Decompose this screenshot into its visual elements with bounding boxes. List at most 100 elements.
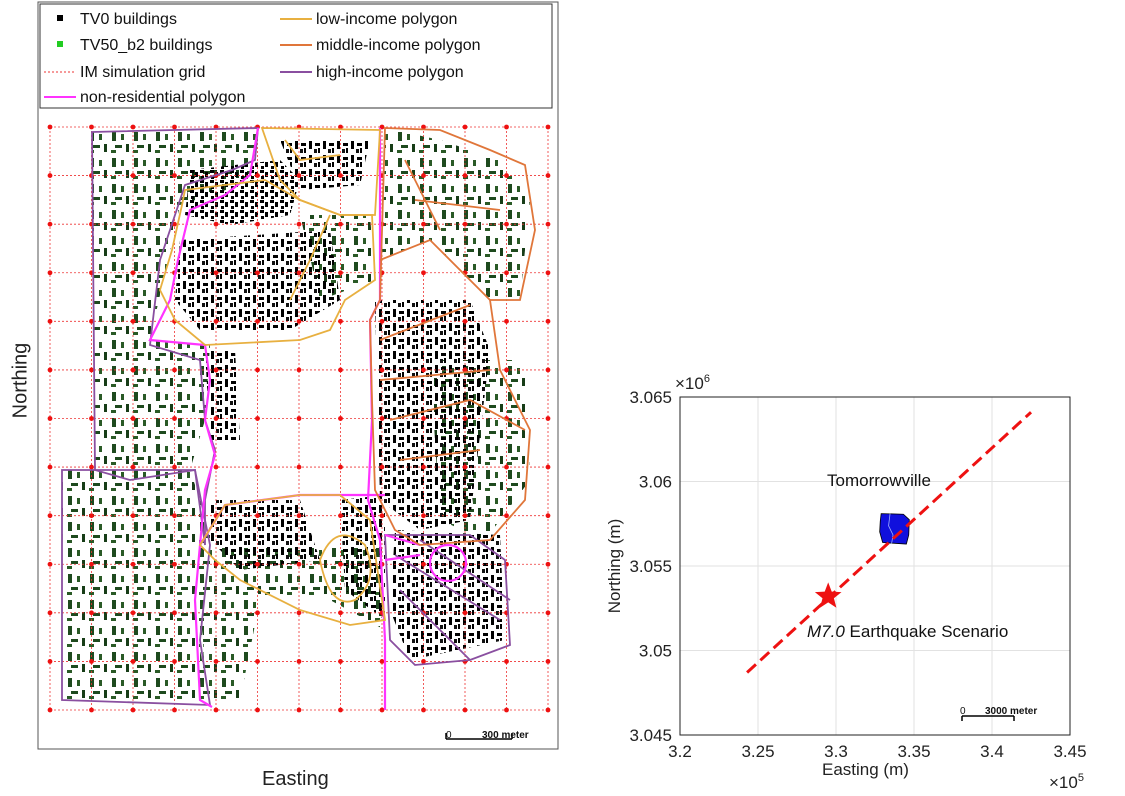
grid-point: [545, 707, 551, 713]
grid-point: [421, 513, 426, 519]
legend-tv50-label: TV50_b2 buildings: [80, 37, 213, 54]
grid-point: [47, 464, 53, 470]
grid-point: [545, 561, 551, 567]
grid-point: [338, 124, 343, 130]
grid-point: [255, 367, 260, 373]
grid-point: [47, 416, 53, 421]
grid-point: [296, 173, 302, 178]
grid-point: [172, 707, 177, 713]
grid-point: [462, 221, 468, 227]
grid-point: [421, 367, 426, 373]
grid-point: [296, 367, 302, 373]
tomorrowville-detail: [888, 513, 894, 545]
grid-point: [296, 610, 302, 616]
grid-point: [213, 707, 219, 713]
y-multiplier: ×106: [675, 373, 710, 393]
grid-point: [255, 270, 260, 276]
grid-point: [130, 124, 136, 130]
grid-point: [47, 124, 53, 130]
grid-point: [89, 707, 94, 713]
x-tick-label: 3.25: [741, 742, 774, 761]
y-tick-labels: 3.045 3.05 3.055 3.06 3.065: [629, 388, 672, 745]
grid-point: [421, 173, 426, 178]
grid-point: [462, 124, 468, 130]
left-scalebar-label: 300 meter: [482, 730, 529, 741]
grid-point: [213, 318, 219, 324]
grid-point: [421, 464, 426, 470]
grid-point: [47, 173, 53, 178]
x-multiplier: ×105: [1049, 772, 1084, 792]
grid-point: [47, 318, 53, 324]
grid-point: [379, 367, 385, 373]
grid-point: [504, 173, 509, 178]
grid-point: [296, 464, 302, 470]
grid-point: [255, 561, 260, 567]
grid-point: [421, 221, 426, 227]
grid-point: [255, 513, 260, 519]
grid-point: [213, 367, 219, 373]
x-tick-label: 3.3: [824, 742, 848, 761]
grid-point: [130, 318, 136, 324]
y-tick-label: 3.06: [639, 473, 672, 492]
grid-point: [89, 464, 94, 470]
grid-point: [213, 659, 219, 664]
grid-point: [545, 513, 551, 519]
x-tick-label: 3.45: [1053, 742, 1086, 761]
grid-point: [172, 513, 177, 519]
legend-nonres-label: non-residential polygon: [80, 89, 245, 106]
left-map-ylabel: Northing: [9, 342, 32, 419]
grid-point: [47, 221, 53, 227]
right-scalebar: 0 3000 meter: [960, 706, 1037, 721]
chart-ylabel: Northing (m): [605, 518, 624, 614]
left-scalebar-zero: 0: [446, 730, 452, 741]
grid-point: [421, 124, 426, 130]
legend-tv50-swatch: [57, 41, 63, 47]
grid-point: [545, 464, 551, 470]
grid-point: [545, 270, 551, 276]
grid-point: [130, 610, 136, 616]
left-scalebar: 0 300 meter: [445, 730, 529, 741]
grid-point: [504, 707, 509, 713]
grid-point: [47, 659, 53, 664]
grid-point: [462, 173, 468, 178]
epicenter-star: [814, 582, 842, 608]
grid-point: [213, 464, 219, 470]
grid-point: [504, 124, 509, 130]
grid-point: [338, 221, 343, 227]
grid-point: [47, 707, 53, 713]
legend: TV0 buildings TV50_b2 buildings IM simul…: [39, 3, 553, 109]
grid-point: [172, 610, 177, 616]
grid-point: [255, 610, 260, 616]
grid-point: [89, 659, 94, 664]
grid-point: [296, 318, 302, 324]
grid-point: [379, 318, 385, 324]
grid-point: [545, 173, 551, 178]
left-map: TV0 buildings TV50_b2 buildings IM simul…: [37, 1, 559, 750]
grid-point: [421, 707, 426, 713]
grid-point: [130, 464, 136, 470]
grid-point: [89, 318, 94, 324]
grid-point: [172, 659, 177, 664]
grid-point: [504, 318, 509, 324]
grid-point: [130, 221, 136, 227]
grid-point: [47, 513, 53, 519]
grid-point: [338, 561, 343, 567]
scenario-magnitude: M7.0: [807, 622, 845, 641]
middle-income-polygons: [369, 127, 536, 546]
grid-point: [504, 221, 509, 227]
city-label: Tomorrowville: [827, 471, 931, 490]
grid-point: [504, 367, 509, 373]
grid-point: [296, 270, 302, 276]
left-map-xlabel: Easting: [262, 768, 329, 790]
grid-point: [338, 513, 343, 519]
x-tick-label: 3.4: [980, 742, 1004, 761]
grid-point: [338, 173, 343, 178]
grid-point: [338, 659, 343, 664]
grid-point: [462, 464, 468, 470]
grid-point: [379, 707, 385, 713]
grid-point: [172, 561, 177, 567]
y-tick-label: 3.065: [629, 388, 672, 407]
grid-point: [462, 367, 468, 373]
grid-point: [255, 173, 260, 178]
grid-point: [47, 367, 53, 373]
